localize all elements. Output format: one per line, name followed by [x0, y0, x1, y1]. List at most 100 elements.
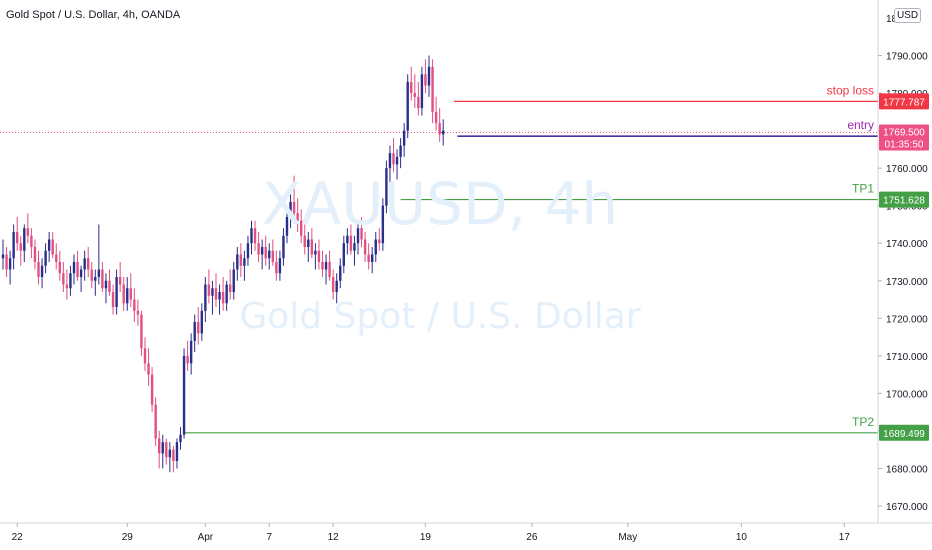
candle-down	[118, 277, 122, 285]
candle-up	[402, 130, 406, 146]
candle-up	[182, 355, 186, 435]
candle-down	[111, 292, 115, 308]
candle-down	[229, 284, 232, 293]
candle-up	[339, 265, 342, 281]
candle-up	[395, 156, 399, 165]
candle-down	[147, 363, 150, 375]
candle-up	[342, 243, 345, 266]
candle-up	[232, 269, 235, 293]
candle-down	[438, 123, 441, 135]
price-tick-label: 1700.000	[886, 389, 928, 400]
candle-down	[300, 220, 303, 236]
candle-up	[385, 168, 388, 206]
candle-up	[69, 273, 72, 289]
candle-up	[381, 205, 385, 244]
candle-down	[172, 449, 175, 461]
candle-down	[331, 277, 335, 293]
candle-down	[328, 262, 331, 278]
candle-up	[72, 262, 76, 274]
candle-down	[62, 273, 65, 285]
candle-down	[303, 235, 306, 247]
candle-up	[282, 235, 285, 259]
candle-up	[353, 243, 356, 251]
candle-down	[55, 254, 58, 262]
axis-price-labels: 1777.7871768.5221751.6281689.4991769.500…	[879, 93, 929, 441]
candle-up	[324, 262, 328, 270]
candle-up	[168, 449, 172, 458]
price-axis[interactable]: 1670.0001680.0001690.0001700.0001710.000…	[877, 0, 928, 523]
candle-down	[310, 239, 314, 255]
trade-level-lines: stop loss entry TP1 TP2	[0, 83, 878, 434]
candle-up	[371, 254, 374, 262]
candle-down	[51, 239, 54, 255]
candle-down	[207, 284, 211, 296]
candle-down	[90, 269, 93, 281]
candle-down	[257, 243, 260, 255]
time-axis[interactable]: 22 29 Apr 7 12 19 26 May 10 17	[0, 522, 932, 543]
candle-down	[26, 228, 30, 236]
candle-down	[349, 235, 353, 251]
candle-up	[314, 250, 317, 255]
level-name: TP2	[852, 415, 874, 429]
candle-up	[278, 258, 282, 274]
candle-up	[260, 246, 264, 255]
level-price-text: 1751.628	[883, 196, 925, 207]
candle-down	[186, 355, 189, 364]
candle-up	[289, 201, 292, 217]
candle-down	[363, 239, 367, 255]
price-tick-label: 1680.000	[886, 464, 928, 475]
candle-up	[218, 292, 221, 300]
candle-up	[94, 277, 97, 281]
candle-down	[76, 262, 79, 278]
candle-up	[175, 442, 179, 461]
candle-down	[65, 284, 69, 289]
price-tick-label: 18	[886, 14, 898, 25]
candle-down	[33, 246, 37, 262]
price-tick-label: 1710.000	[886, 352, 928, 363]
candle-up	[374, 239, 377, 255]
level-name: stop loss	[827, 83, 874, 97]
candle-down	[37, 262, 40, 278]
currency-button[interactable]: USD	[894, 8, 922, 23]
candle-down	[221, 292, 225, 304]
candle-down	[317, 250, 321, 262]
candle-down	[367, 254, 370, 262]
candle-down	[321, 262, 324, 270]
price-tick-label: 1670.000	[886, 502, 928, 513]
candle-up	[104, 280, 108, 289]
candle-down	[410, 81, 413, 94]
candle-down	[108, 280, 111, 293]
candle-down	[271, 250, 274, 262]
candle-down	[143, 348, 147, 364]
candle-up	[47, 239, 51, 251]
last-price-tag	[879, 124, 929, 151]
candle-down	[19, 243, 22, 251]
candle-down	[150, 374, 154, 405]
price-tick-label: 1730.000	[886, 277, 928, 288]
time-tick-label: Apr	[198, 532, 214, 543]
candle-down	[434, 111, 438, 124]
candle-up	[12, 231, 15, 259]
candle-down	[431, 66, 434, 112]
candle-down	[292, 201, 296, 214]
candle-down	[424, 74, 427, 86]
candle-up	[204, 284, 207, 311]
candle-down	[5, 254, 8, 270]
candle-down	[154, 404, 157, 439]
candle-up	[83, 258, 86, 270]
candle-down	[392, 153, 395, 165]
time-tick-label: 19	[420, 532, 432, 543]
candle-up	[250, 228, 253, 244]
candle-up	[44, 250, 47, 266]
candle-down	[87, 258, 90, 270]
last-price-text: 1769.500	[883, 127, 925, 138]
candle-up	[8, 258, 12, 270]
candle-down	[101, 269, 104, 289]
candle-up	[246, 243, 250, 259]
countdown-text: 01:35:50	[885, 139, 924, 150]
candle-up	[1, 254, 5, 259]
candle-up	[179, 434, 182, 443]
candle-up	[388, 153, 392, 169]
candle-up	[115, 277, 118, 308]
